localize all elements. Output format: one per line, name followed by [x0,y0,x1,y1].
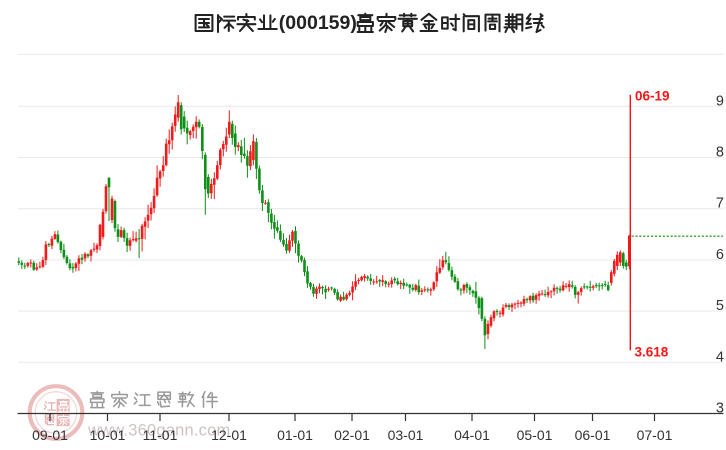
svg-text:6: 6 [716,247,724,263]
svg-text:(000159): (000159) [279,12,357,34]
svg-text:9: 9 [716,93,724,109]
svg-text:09-01: 09-01 [32,427,68,443]
svg-text:5: 5 [716,298,724,314]
svg-text:4: 4 [716,349,724,365]
svg-text:07-01: 07-01 [637,427,673,443]
svg-text:8: 8 [716,145,724,161]
svg-text:06-19: 06-19 [635,88,670,103]
svg-text:04-01: 04-01 [454,427,490,443]
svg-text:05-01: 05-01 [517,427,553,443]
svg-text:www.360gann.com: www.360gann.com [87,422,230,440]
svg-text:7: 7 [716,196,724,212]
svg-text:02-01: 02-01 [334,427,370,443]
svg-text:3.618: 3.618 [635,345,669,360]
svg-text:12-01: 12-01 [211,427,247,443]
svg-text:01-01: 01-01 [277,427,313,443]
svg-text:06-01: 06-01 [575,427,611,443]
svg-text:3: 3 [716,401,724,417]
svg-text:10-01: 10-01 [90,427,126,443]
svg-text:11-01: 11-01 [143,427,178,443]
svg-text:03-01: 03-01 [388,427,424,443]
